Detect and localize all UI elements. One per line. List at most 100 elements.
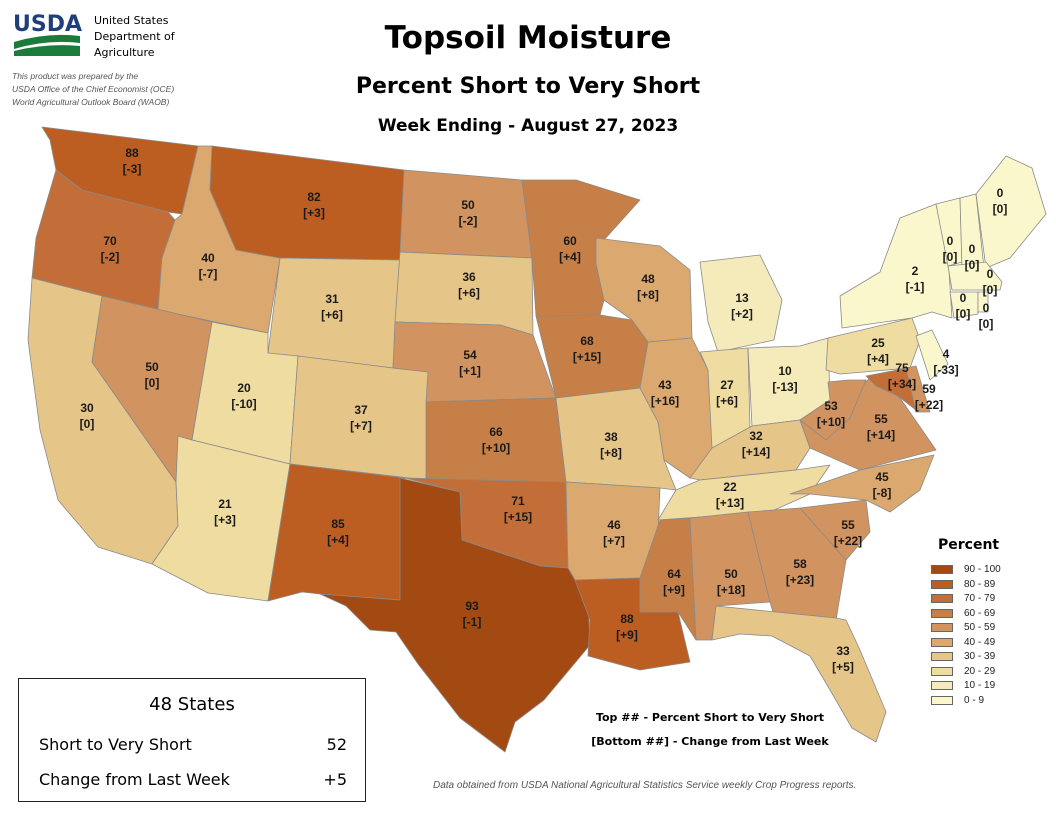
state-value-label: 70 (103, 234, 117, 248)
state-value-label: 75 (895, 361, 909, 375)
state-value-label: 66 (489, 425, 503, 439)
legend-swatch (931, 681, 953, 690)
state-change-label: [-1] (906, 280, 925, 294)
state-change-label: [+7] (350, 419, 372, 433)
prepared-line: World Agricultural Outlook Board (WAOB) (12, 97, 170, 107)
state-change-label: [-1] (463, 615, 482, 629)
state-change-label: [0] (145, 376, 160, 390)
state-value-label: 59 (922, 382, 936, 396)
state-change-label: [0] (965, 258, 980, 272)
summary-value: +5 (323, 770, 347, 789)
department-name: United States Department of Agriculture (94, 13, 175, 61)
state-value-label: 0 (997, 186, 1004, 200)
state-value-label: 20 (237, 381, 251, 395)
state-value-label: 55 (841, 518, 855, 532)
state-value-label: 64 (667, 567, 681, 581)
legend-swatch (931, 652, 953, 661)
state-change-label: [+18] (717, 583, 745, 597)
state-ny (839, 203, 953, 329)
note-bottom-change: [Bottom ##] - Change from Last Week (591, 735, 829, 748)
state-value-label: 10 (778, 364, 792, 378)
state-value-label: 25 (871, 336, 885, 350)
state-value-label: 32 (749, 429, 763, 443)
state-value-label: 54 (463, 348, 477, 362)
usda-logo: USDA (13, 12, 82, 56)
state-ma (947, 261, 1003, 291)
state-value-label: 53 (824, 399, 838, 413)
state-fl (711, 605, 887, 743)
legend-label: 10 - 19 (964, 680, 996, 691)
state-wv (799, 379, 867, 441)
state-change-label: [+16] (651, 394, 679, 408)
state-change-label: [+34] (888, 377, 916, 391)
state-change-label: [0] (943, 250, 958, 264)
state-change-label: [+2] (731, 307, 753, 321)
state-change-label: [+4] (327, 533, 349, 547)
summary-label: Change from Last Week (39, 770, 230, 789)
state-value-label: 48 (641, 272, 655, 286)
source-note: Data obtained from USDA National Agricul… (433, 780, 857, 791)
state-change-label: [+7] (603, 534, 625, 548)
map-title: Topsoil Moisture (384, 20, 672, 56)
state-change-label: [-2] (101, 250, 120, 264)
state-nc (789, 454, 935, 513)
state-change-label: [+6] (458, 286, 480, 300)
state-value-label: 30 (80, 401, 94, 415)
state-value-label: 55 (874, 412, 888, 426)
state-value-label: 68 (580, 334, 594, 348)
state-value-label: 71 (511, 494, 525, 508)
state-change-label: [0] (993, 202, 1008, 216)
legend-label: 0 - 9 (964, 694, 985, 706)
state-change-label: [-13] (772, 380, 797, 394)
state-value-label: 88 (620, 612, 634, 626)
state-change-label: [+9] (663, 583, 685, 597)
usda-logo-text: USDA (13, 12, 82, 37)
prepared-line: USDA Office of the Chief Economist (OCE) (12, 84, 175, 94)
legend-swatch (931, 608, 953, 618)
org-line: United States (94, 14, 169, 27)
legend-label: 40 - 49 (964, 636, 996, 648)
state-change-label: [+15] (573, 350, 601, 364)
state-value-label: 58 (793, 557, 807, 571)
state-change-label: [+5] (832, 660, 854, 674)
state-value-label: 40 (201, 251, 215, 265)
state-nj (915, 329, 949, 381)
state-sc (799, 499, 871, 561)
state-de (905, 365, 931, 413)
prepared-line: This product was prepared by the (12, 71, 139, 81)
state-ky (689, 419, 811, 481)
legend-swatch (931, 579, 953, 589)
state-change-label: [+8] (600, 446, 622, 460)
state-value-label: 0 (987, 267, 994, 281)
legend-label: 20 - 29 (964, 665, 996, 677)
state-value-label: 38 (604, 430, 618, 444)
state-value-label: 88 (125, 146, 139, 160)
state-change-label: [-7] (199, 267, 218, 281)
legend-swatch (931, 565, 953, 574)
org-line: Agriculture (94, 46, 155, 59)
state-change-label: [+6] (716, 394, 738, 408)
state-value-label: 85 (331, 517, 345, 531)
state-change-label: [+14] (867, 428, 895, 442)
state-value-label: 0 (983, 301, 990, 315)
state-change-label: [+10] (482, 441, 510, 455)
state-change-label: [+23] (786, 573, 814, 587)
map-subtitle: Percent Short to Very Short (355, 74, 701, 99)
state-value-label: 50 (461, 198, 475, 212)
legend-swatch (931, 637, 953, 647)
state-change-label: [+3] (214, 513, 236, 527)
note-top-value: Top ## - Percent Short to Very Short (595, 711, 825, 724)
state-change-label: [+3] (303, 206, 325, 220)
state-change-label: [0] (979, 317, 994, 331)
state-value-label: 37 (354, 403, 368, 417)
state-value-label: 50 (724, 567, 738, 581)
legend-label: 50 - 59 (964, 622, 996, 633)
state-change-label: [+22] (915, 398, 943, 412)
state-value-label: 31 (325, 292, 339, 306)
state-change-label: [+22] (834, 534, 862, 548)
summary-value: 52 (326, 735, 347, 754)
legend-label: 70 - 79 (964, 593, 996, 604)
legend-swatch (931, 666, 953, 676)
state-value-label: 2 (912, 264, 919, 278)
